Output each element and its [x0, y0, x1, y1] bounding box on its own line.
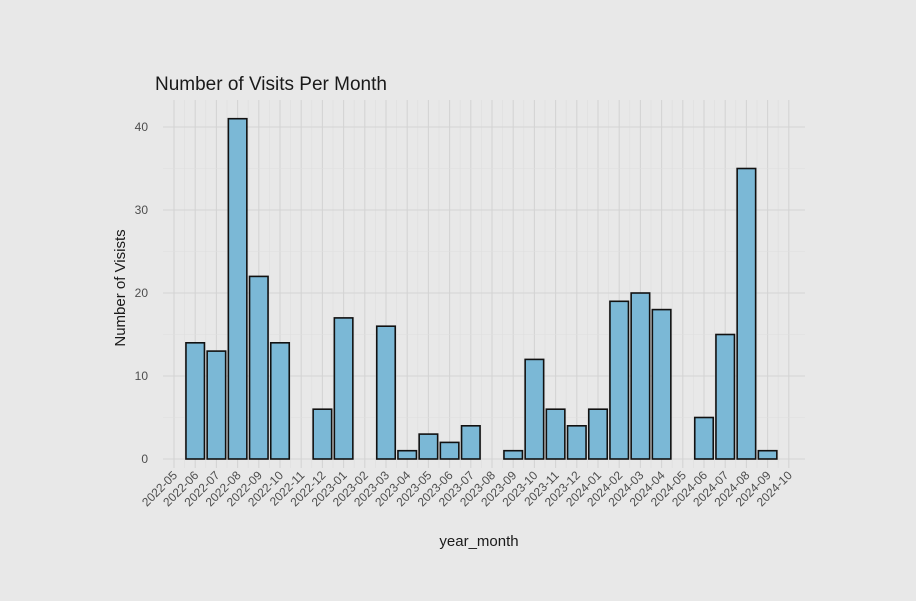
bar-2023-03 [375, 325, 397, 460]
bar-2023-11 [545, 408, 566, 460]
bar-2023-09 [503, 449, 524, 460]
bar-2023-05 [418, 433, 439, 460]
bar-2024-09 [757, 449, 778, 460]
y-tick-label: 10 [135, 369, 149, 383]
bar-2023-01 [333, 317, 354, 460]
chart-title: Number of Visits Per Month [155, 74, 387, 95]
y-tick-label: 0 [141, 452, 148, 466]
bar-2022-08 [227, 117, 248, 460]
bars [185, 117, 778, 460]
y-tick-label: 30 [135, 203, 149, 217]
bar-2023-04 [397, 449, 418, 460]
bar-2024-02 [609, 300, 630, 460]
bar-2024-06 [693, 416, 715, 460]
bar-2023-06 [439, 441, 460, 460]
bar-2022-12 [312, 408, 333, 460]
bar-2023-07 [460, 424, 481, 460]
y-tick-label: 20 [135, 286, 149, 300]
y-axis-title: Number of Visists [112, 229, 129, 346]
bar-2024-08 [736, 167, 757, 460]
bar-2024-07 [715, 333, 736, 460]
bar-2023-10 [524, 358, 545, 460]
bar-2022-06 [185, 341, 206, 460]
x-axis-ticks: 2022-052022-062022-072022-082022-092022-… [139, 468, 795, 509]
bar-2022-10 [269, 341, 291, 460]
x-axis-title: year_month [439, 533, 518, 550]
y-axis-ticks: 0 10 20 30 40 [135, 120, 149, 466]
bar-2024-04 [651, 308, 672, 460]
bar-2022-07 [206, 350, 227, 460]
y-tick-label: 40 [135, 120, 149, 134]
bar-2023-12 [566, 424, 587, 460]
bar-2024-03 [630, 292, 651, 460]
bar-2022-09 [248, 275, 269, 460]
bar-2024-01 [587, 408, 609, 460]
